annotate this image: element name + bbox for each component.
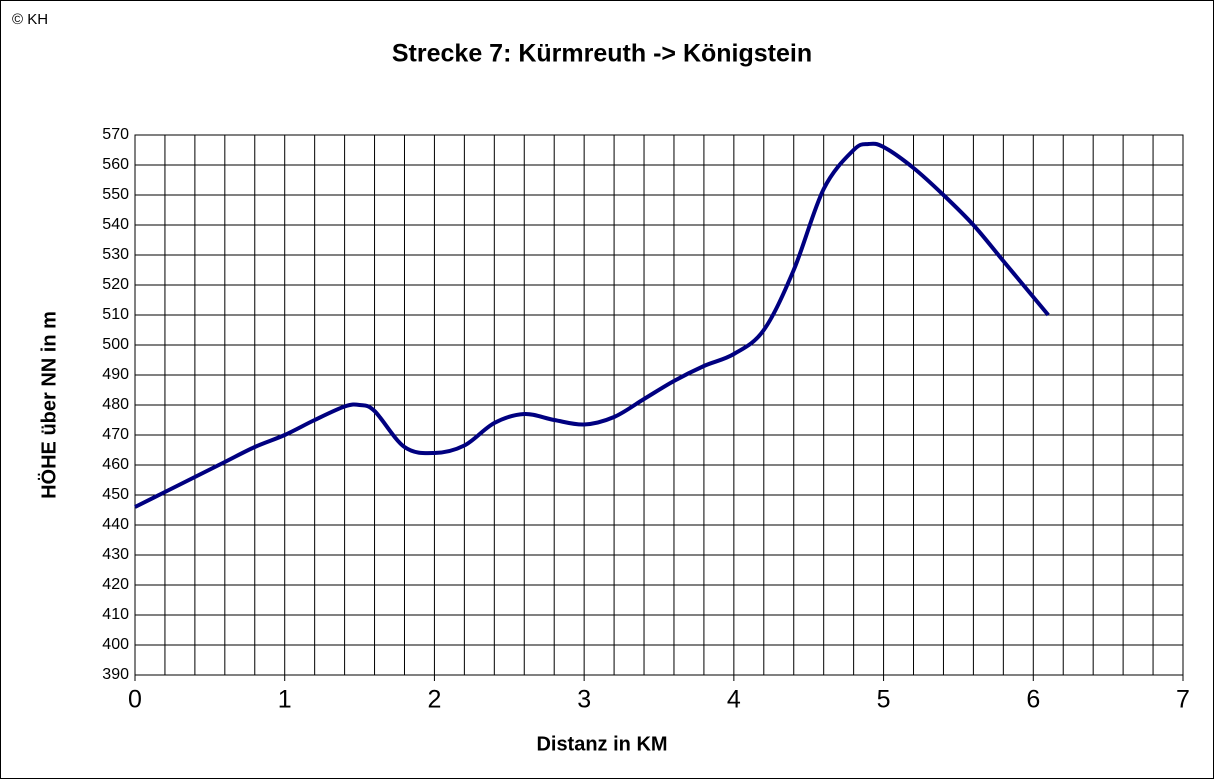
y-tick-label: 570 — [102, 126, 129, 143]
x-tick-label: 5 — [877, 686, 891, 714]
x-axis-label: Distanz in KM — [536, 733, 667, 755]
y-axis-label: HÖHE über NN in m — [37, 311, 60, 499]
x-tick-label: 1 — [278, 686, 292, 714]
y-tick-label: 460 — [102, 456, 129, 473]
y-tick-label: 540 — [102, 216, 129, 233]
x-tick-label: 4 — [727, 686, 741, 714]
y-tick-label: 430 — [102, 546, 129, 563]
x-tick-label: 7 — [1176, 686, 1190, 714]
x-tick-label: 0 — [128, 686, 142, 714]
y-tick-label: 450 — [102, 486, 129, 503]
x-tick-label: 6 — [1026, 686, 1040, 714]
y-tick-label: 470 — [102, 426, 129, 443]
line-series — [134, 141, 1050, 509]
y-tick-label: 530 — [102, 246, 129, 263]
x-tick-label: 2 — [427, 686, 441, 714]
y-tick-label: 550 — [102, 186, 129, 203]
y-tick-label: 390 — [102, 666, 129, 683]
y-tick-label: 520 — [102, 276, 129, 293]
y-tick-label: 480 — [102, 396, 129, 413]
copyright: © KH — [12, 11, 48, 28]
y-tick-label: 560 — [102, 156, 129, 173]
x-tick-label: 3 — [577, 686, 591, 714]
y-tick-label: 400 — [102, 636, 129, 653]
y-tick-label: 490 — [102, 366, 129, 383]
chart-title: Strecke 7: Kürmreuth -> Königstein — [392, 40, 812, 68]
y-tick-label: 500 — [102, 336, 129, 353]
y-tick-label: 510 — [102, 306, 129, 323]
y-tick-label: 440 — [102, 516, 129, 533]
y-tick-label: 410 — [102, 606, 129, 623]
y-tick-label: 420 — [102, 576, 129, 593]
